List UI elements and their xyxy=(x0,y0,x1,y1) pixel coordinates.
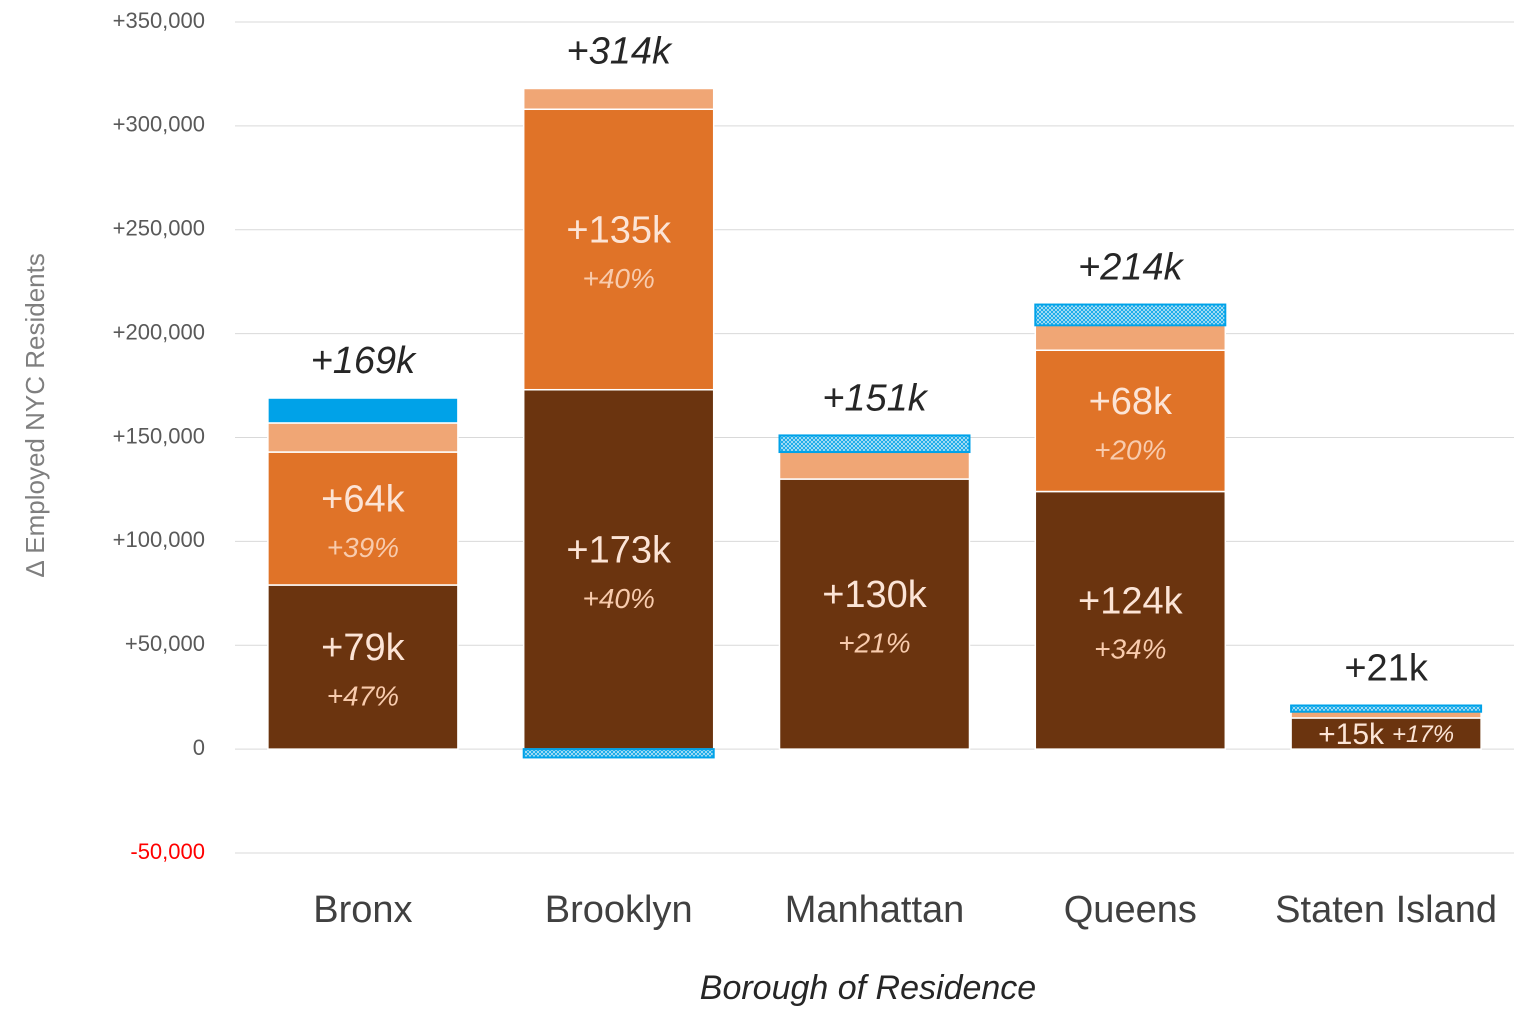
total-label: +214k xyxy=(1078,247,1185,289)
total-label: +21k xyxy=(1344,648,1428,690)
y-tick-label: +100,000 xyxy=(113,527,205,552)
data-label: +135k xyxy=(566,210,672,252)
bar-segment xyxy=(522,87,715,111)
y-tick-label: +150,000 xyxy=(113,423,205,448)
data-label: +79k xyxy=(321,627,405,669)
y-tick-label: 0 xyxy=(193,735,205,760)
y-tick-label: +300,000 xyxy=(113,112,205,137)
total-label: +314k xyxy=(566,31,673,73)
share-label: +20% xyxy=(1094,434,1166,465)
share-label: +21% xyxy=(838,627,910,658)
data-label: +68k xyxy=(1089,381,1173,423)
y-tick-label: +350,000 xyxy=(113,8,205,33)
data-label: +64k xyxy=(321,479,405,521)
y-tick-label: +200,000 xyxy=(113,319,205,344)
bar-segment xyxy=(1034,303,1227,327)
x-axis-title: Borough of Residence xyxy=(700,969,1036,1007)
bar-segment xyxy=(522,748,715,759)
bar-segment xyxy=(778,451,971,480)
x-tick-label: Staten Island xyxy=(1275,889,1497,931)
y-axis-title: ∆ Employed NYC Residents xyxy=(20,253,50,577)
share-label: +34% xyxy=(1094,634,1166,665)
share-label: +39% xyxy=(327,532,399,563)
x-tick-label: Brooklyn xyxy=(545,889,693,931)
share-label: +40% xyxy=(582,583,654,614)
bar-segment xyxy=(267,422,459,453)
bar-segment xyxy=(267,584,459,750)
bar-segment xyxy=(267,451,459,586)
data-label: +173k xyxy=(566,529,672,571)
y-tick-label: +250,000 xyxy=(113,216,205,241)
total-label: +169k xyxy=(311,340,418,382)
bar-segment xyxy=(522,108,715,391)
share-label: +40% xyxy=(582,263,654,294)
data-label: +130k xyxy=(822,574,928,616)
data-label: +124k xyxy=(1078,580,1184,622)
data-label: +15k xyxy=(1318,718,1385,751)
data-label-group: +15k +17% xyxy=(1318,718,1454,751)
share-label: +17% xyxy=(1392,721,1454,748)
bar-segment xyxy=(1290,704,1483,713)
bar-segment xyxy=(778,434,971,454)
x-tick-label: Manhattan xyxy=(785,889,965,931)
total-label: +151k xyxy=(822,377,929,419)
bar-segment xyxy=(1034,324,1227,351)
x-tick-label: Queens xyxy=(1064,889,1197,931)
y-tick-label: -50,000 xyxy=(130,839,205,864)
bar-segment xyxy=(778,478,971,750)
y-tick-label: +50,000 xyxy=(125,631,205,656)
share-label: +47% xyxy=(327,680,399,711)
bar-segment xyxy=(1290,717,1482,750)
bar-segment xyxy=(267,397,459,424)
x-tick-label: Bronx xyxy=(313,889,412,931)
bar-segment xyxy=(1034,490,1227,750)
